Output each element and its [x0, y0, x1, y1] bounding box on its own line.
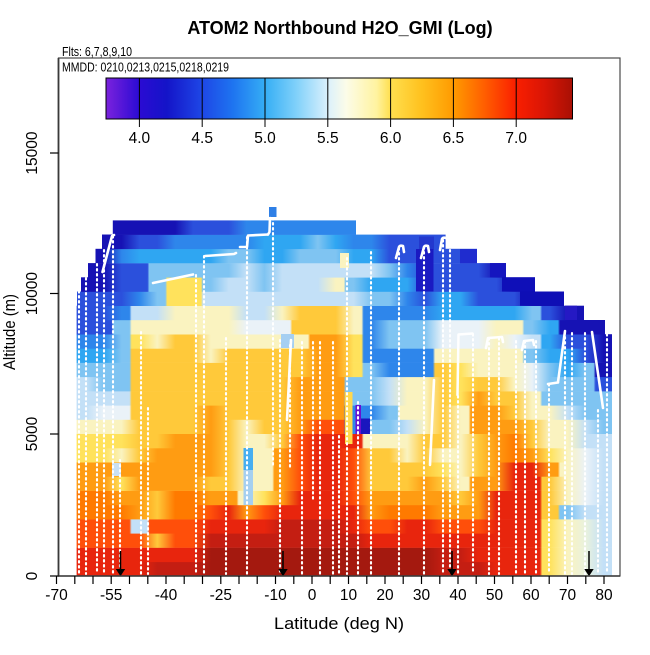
svg-text:4.0: 4.0 [129, 130, 151, 147]
svg-text:15000: 15000 [24, 131, 41, 174]
svg-text:7.0: 7.0 [505, 130, 527, 147]
svg-text:Latitude (deg N): Latitude (deg N) [274, 615, 404, 633]
svg-text:5.5: 5.5 [317, 130, 339, 147]
svg-text:-40: -40 [155, 587, 178, 604]
svg-text:4.5: 4.5 [191, 130, 213, 147]
svg-text:30: 30 [413, 587, 431, 604]
svg-text:60: 60 [522, 587, 540, 604]
svg-text:20: 20 [376, 587, 394, 604]
svg-text:-70: -70 [45, 587, 68, 604]
svg-text:0: 0 [24, 571, 41, 580]
svg-text:Altitude (m): Altitude (m) [1, 294, 19, 370]
svg-text:0: 0 [308, 587, 317, 604]
svg-text:5.0: 5.0 [254, 130, 276, 147]
svg-text:70: 70 [559, 587, 577, 604]
svg-text:-10: -10 [264, 587, 287, 604]
svg-text:-25: -25 [210, 587, 232, 604]
svg-text:50: 50 [486, 587, 504, 604]
svg-text:6.0: 6.0 [380, 130, 402, 147]
svg-text:10: 10 [340, 587, 358, 604]
svg-text:Flts: 6,7,8,9,10: Flts: 6,7,8,9,10 [62, 45, 132, 59]
svg-text:80: 80 [595, 587, 613, 604]
svg-text:5000: 5000 [24, 416, 41, 451]
svg-text:40: 40 [449, 587, 467, 604]
svg-text:6.5: 6.5 [443, 130, 465, 147]
svg-text:MMDD: 0210,0213,0215,0218,0219: MMDD: 0210,0213,0215,0218,0219 [62, 60, 229, 75]
svg-text:ATOM2 Northbound H2O_GMI (Log): ATOM2 Northbound H2O_GMI (Log) [187, 18, 492, 38]
svg-text:-55: -55 [100, 587, 122, 604]
svg-text:10000: 10000 [24, 272, 41, 315]
